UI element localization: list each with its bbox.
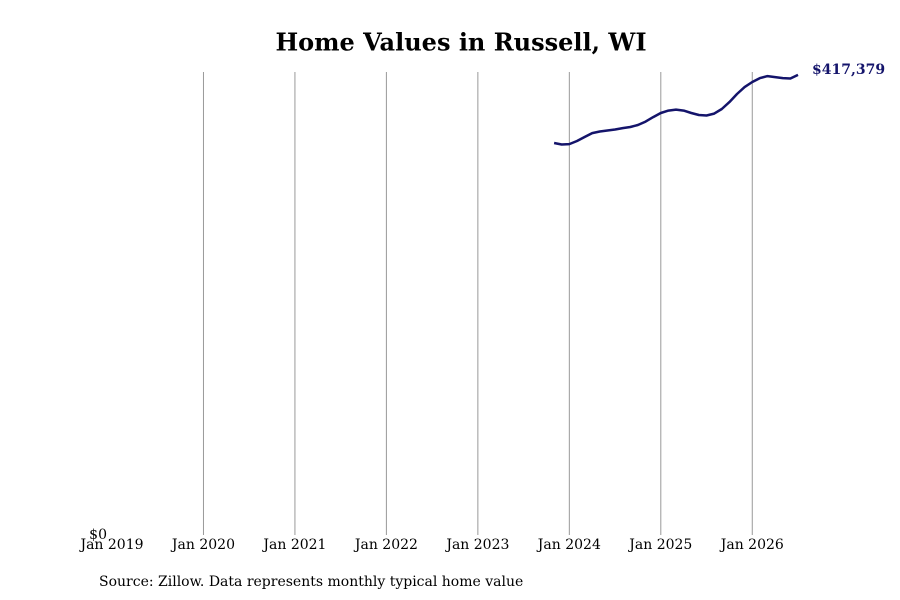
x-tick-label: Jan 2023 (444, 537, 509, 553)
x-tick-label: Jan 2024 (536, 537, 601, 553)
x-tick-label: Jan 2026 (719, 537, 784, 553)
source-note: Source: Zillow. Data represents monthly … (99, 574, 523, 590)
x-tick-label: Jan 2020 (170, 537, 235, 553)
y-tick-label: $0 (89, 527, 107, 543)
x-tick-label: Jan 2022 (353, 537, 418, 553)
series-line (553, 73, 799, 146)
x-tick-label: Jan 2025 (627, 537, 692, 553)
x-tick-label: Jan 2021 (261, 537, 326, 553)
x-tick-label: Jan 2019 (78, 537, 143, 553)
chart-title: Home Values in Russell, WI (275, 28, 646, 57)
value-label: $417,379 (812, 62, 885, 78)
